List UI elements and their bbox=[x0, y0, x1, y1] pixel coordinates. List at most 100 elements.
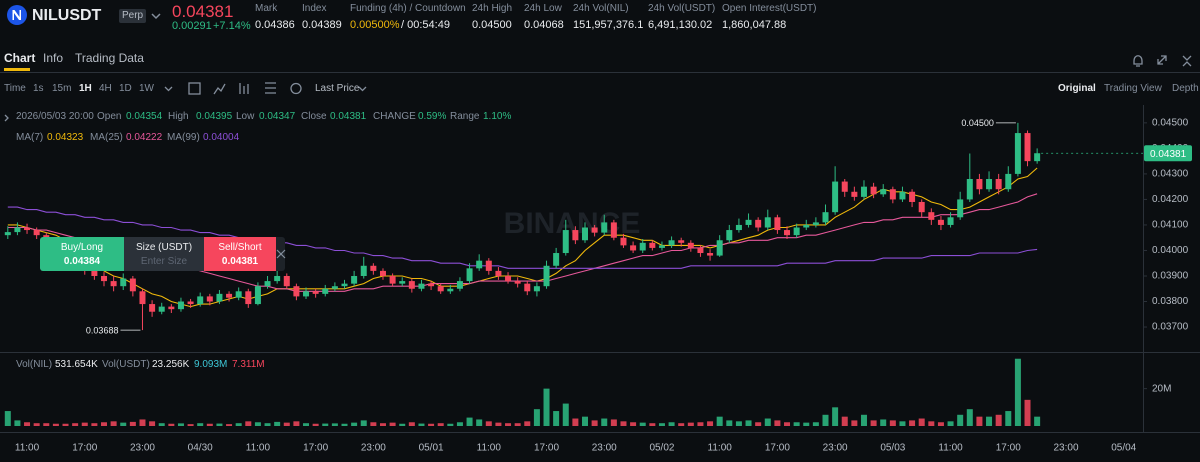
x-tick-label: 05/04 bbox=[1111, 443, 1136, 454]
candle-body bbox=[880, 189, 887, 195]
candle-body bbox=[851, 191, 858, 197]
volume-bar bbox=[168, 423, 175, 426]
candle-body bbox=[774, 217, 781, 231]
volume-bar bbox=[408, 422, 415, 426]
collapse-caret[interactable] bbox=[4, 114, 9, 122]
volume-bar bbox=[72, 423, 79, 426]
x-tick-label: 23:00 bbox=[823, 443, 848, 454]
volume-bar bbox=[687, 422, 694, 426]
volume-bar bbox=[158, 423, 165, 426]
candle-body bbox=[678, 240, 685, 243]
volume-bar bbox=[745, 420, 752, 426]
x-tick-label: 05/03 bbox=[880, 443, 905, 454]
candle-type-icon[interactable] bbox=[239, 83, 249, 94]
volume-bar bbox=[986, 416, 993, 426]
settings-icon[interactable] bbox=[290, 82, 302, 95]
y-tick-label: 0.04100 bbox=[1152, 220, 1189, 231]
fullscreen-icon[interactable] bbox=[1182, 55, 1192, 67]
tab[interactable]: Info bbox=[43, 51, 64, 65]
symbol-dropdown-caret[interactable] bbox=[151, 13, 161, 20]
candle-body bbox=[860, 186, 867, 197]
volume-bar bbox=[880, 419, 887, 426]
volume-bar bbox=[139, 419, 146, 426]
candle-body bbox=[601, 222, 608, 233]
symbol: NILUSDT bbox=[32, 7, 102, 24]
tab[interactable]: Trading Data bbox=[75, 51, 144, 65]
alert-icon[interactable] bbox=[1133, 55, 1143, 67]
volume-bar bbox=[889, 420, 896, 426]
y-tick-label: 0.03700 bbox=[1152, 322, 1189, 333]
order-panel-close[interactable] bbox=[276, 249, 286, 259]
candle-body bbox=[937, 219, 944, 225]
volume-bar bbox=[582, 416, 588, 426]
volume-legend: Vol(USDT) bbox=[102, 359, 150, 370]
volume-bar bbox=[485, 421, 492, 426]
volume-bar bbox=[524, 421, 531, 426]
volume-bar bbox=[399, 423, 406, 426]
volume-legend: 531.654K bbox=[55, 359, 98, 370]
x-tick-label: 17:00 bbox=[765, 443, 790, 454]
volume-bar bbox=[370, 422, 377, 426]
candle-body bbox=[293, 286, 300, 297]
drawing-icon[interactable] bbox=[213, 83, 226, 95]
y-tick-label: 0.04200 bbox=[1152, 194, 1189, 205]
candle-body bbox=[726, 230, 733, 241]
candle-body bbox=[418, 283, 425, 289]
candle-body bbox=[399, 281, 406, 284]
candle-body bbox=[303, 291, 310, 297]
y-tick-label: 0.04300 bbox=[1152, 169, 1189, 180]
candle-body bbox=[139, 291, 146, 305]
price-type-caret[interactable] bbox=[358, 86, 367, 92]
volume-bar bbox=[437, 423, 444, 426]
ohlc-date: 2026/05/03 20:00 bbox=[16, 111, 94, 122]
sell-button[interactable]: Sell/Short 0.04381 bbox=[204, 237, 276, 271]
volume-bar bbox=[206, 423, 213, 426]
candle-body bbox=[129, 278, 136, 292]
volume-bar bbox=[149, 421, 156, 426]
indicator-icon[interactable] bbox=[188, 82, 201, 95]
interval[interactable]: 1W bbox=[139, 83, 154, 94]
volume-bar bbox=[726, 420, 733, 426]
interval[interactable]: 4H bbox=[99, 83, 112, 94]
ma-label: MA(99) bbox=[167, 132, 200, 143]
buy-button[interactable]: Buy/Long 0.04384 bbox=[40, 237, 124, 271]
candle-body bbox=[254, 286, 261, 305]
size-input[interactable]: Size (USDT) Enter Size bbox=[124, 237, 204, 271]
candle-body bbox=[687, 242, 694, 248]
ma-label: MA(25) bbox=[90, 132, 123, 143]
interval[interactable]: 1s bbox=[33, 83, 44, 94]
stat-countdown: / 00:54:49 bbox=[401, 19, 450, 31]
ohlc-label: Open bbox=[97, 111, 122, 122]
interval[interactable]: 1D bbox=[119, 83, 132, 94]
view-option[interactable]: Depth bbox=[1172, 83, 1199, 94]
interval[interactable]: 1H bbox=[79, 83, 92, 94]
volume-bar bbox=[649, 423, 656, 426]
volume-bar bbox=[543, 388, 550, 426]
volume-bar bbox=[24, 422, 31, 426]
candle-body bbox=[553, 253, 560, 266]
volume-bar bbox=[716, 416, 723, 426]
volume-bar bbox=[678, 423, 685, 426]
settings-list-icon[interactable] bbox=[265, 82, 276, 94]
popout-icon[interactable] bbox=[1157, 55, 1167, 65]
candle-body bbox=[543, 265, 550, 287]
interval[interactable]: 15m bbox=[52, 83, 72, 94]
tab[interactable]: Chart bbox=[4, 51, 36, 65]
candle-body bbox=[716, 240, 723, 256]
candle-body bbox=[341, 283, 348, 287]
stat-value: 0.04068 bbox=[524, 19, 564, 31]
view-option[interactable]: Original bbox=[1058, 83, 1096, 94]
ma-value: 0.04004 bbox=[203, 132, 240, 143]
ohlc-value: 0.04347 bbox=[259, 111, 296, 122]
volume-bar bbox=[254, 422, 261, 426]
interval-caret[interactable] bbox=[164, 86, 173, 92]
candle-body bbox=[476, 260, 483, 269]
volume-bar bbox=[33, 423, 40, 426]
candle-body bbox=[812, 222, 819, 225]
candle-body bbox=[533, 286, 540, 292]
candle-body bbox=[649, 242, 656, 248]
stat-value: 0.00500% bbox=[350, 19, 400, 31]
view-option[interactable]: Trading View bbox=[1104, 83, 1162, 94]
x-tick-label: 04/30 bbox=[188, 443, 213, 454]
price-type[interactable]: Last Price bbox=[315, 83, 360, 94]
